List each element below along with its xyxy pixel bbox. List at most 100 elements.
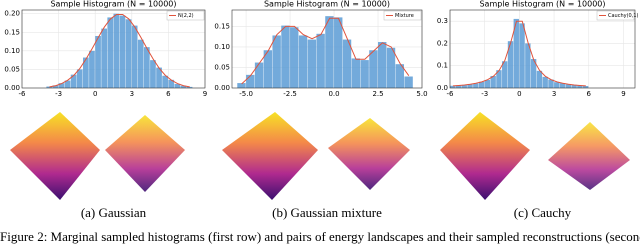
surface (440, 112, 530, 200)
legend-label: Cauchy(0,1) (608, 13, 639, 19)
bar (325, 16, 334, 88)
bar (95, 36, 101, 88)
bar (455, 85, 462, 88)
bar (395, 64, 405, 88)
bar (536, 70, 543, 88)
bar (554, 82, 560, 88)
bar (342, 39, 352, 88)
x-tick-label: 3 (130, 90, 134, 98)
bar (404, 76, 413, 88)
surface (328, 118, 410, 190)
surfaces (10, 112, 630, 200)
bar (156, 67, 162, 88)
y-tick-label: 0.05 (4, 65, 20, 73)
bar (246, 74, 255, 88)
bar (513, 18, 519, 89)
bar (360, 60, 369, 88)
bar (263, 50, 273, 88)
bar (131, 25, 138, 89)
bar (144, 47, 150, 88)
bar (496, 70, 502, 88)
bar (478, 81, 485, 88)
bar (461, 85, 467, 88)
bar (467, 84, 473, 88)
subfigure-caption: (a) Gaussian (81, 205, 147, 220)
y-tick-label: 0.3 (437, 17, 448, 25)
bar (119, 15, 126, 89)
plot-frame (21, 9, 206, 89)
x-tick-label: 0 (517, 90, 521, 98)
x-tick-label: 6 (166, 90, 171, 98)
bar (559, 83, 566, 88)
bar (582, 85, 589, 88)
bar (64, 80, 71, 88)
subfigure-caption: (b) Gaussian mixture (272, 205, 382, 220)
bar (450, 85, 456, 88)
bar (542, 76, 548, 88)
legend-label: Mixture (395, 13, 414, 19)
legend-box (383, 10, 422, 21)
bar (490, 75, 496, 88)
x-tick-label: -3 (481, 90, 488, 98)
bar (150, 60, 156, 88)
x-tick-label: 0 (93, 90, 97, 98)
bar (168, 79, 175, 88)
bar (281, 25, 290, 89)
bar (46, 86, 53, 88)
surface (10, 112, 100, 200)
y-tick-label: 0.15 (214, 22, 230, 30)
x-tick-label: -2.5 (283, 90, 297, 98)
plot-frame (449, 9, 636, 89)
x-tick-label: 2.5 (372, 90, 383, 98)
legend-box (166, 10, 205, 21)
figure-caption: Figure 2: Marginal sampled histograms (f… (0, 229, 640, 244)
bar (307, 39, 317, 88)
surface (105, 115, 185, 192)
y-tick-label: 0.05 (214, 63, 230, 71)
x-tick-label: -6 (447, 90, 455, 98)
bar (571, 84, 577, 88)
bar (137, 39, 144, 88)
x-tick-label: 9 (621, 90, 625, 98)
bar (52, 85, 59, 88)
x-tick-label: -5.0 (239, 90, 253, 98)
bar (290, 27, 299, 89)
y-tick-label: 0.10 (214, 43, 230, 51)
bar (70, 74, 77, 88)
bar (237, 83, 246, 88)
legend-label: N(2,2) (178, 13, 194, 19)
bar (378, 42, 387, 88)
y-tick-label: 0.00 (4, 84, 20, 92)
surface (548, 122, 630, 190)
y-tick-label: 0.00 (214, 84, 230, 92)
bar (101, 28, 107, 89)
bar (162, 75, 168, 88)
bar (89, 50, 95, 88)
bar (58, 83, 65, 88)
bar (530, 59, 537, 88)
bar (386, 47, 396, 88)
bar (548, 79, 554, 88)
y-tick-label: 0.20 (4, 10, 20, 18)
legend-box (596, 10, 635, 21)
bar (186, 86, 193, 88)
bar (525, 43, 531, 88)
bar (107, 17, 114, 88)
surface (222, 112, 318, 200)
bar (334, 17, 343, 88)
y-tick-label: 0.10 (4, 47, 20, 55)
x-tick-label: -6 (19, 90, 27, 98)
chart-title: Sample Histogram (N = 10000) (479, 0, 605, 9)
bar (125, 19, 132, 89)
y-tick-label: 0.1 (437, 62, 448, 70)
bar (484, 79, 491, 88)
plot-frame (231, 9, 423, 89)
bar (519, 23, 525, 88)
bar (369, 50, 378, 88)
subfigure-caption: (c) Cauchy (514, 205, 572, 220)
bar (507, 41, 514, 88)
bar (76, 69, 83, 88)
x-tick-label: 3 (552, 90, 556, 98)
